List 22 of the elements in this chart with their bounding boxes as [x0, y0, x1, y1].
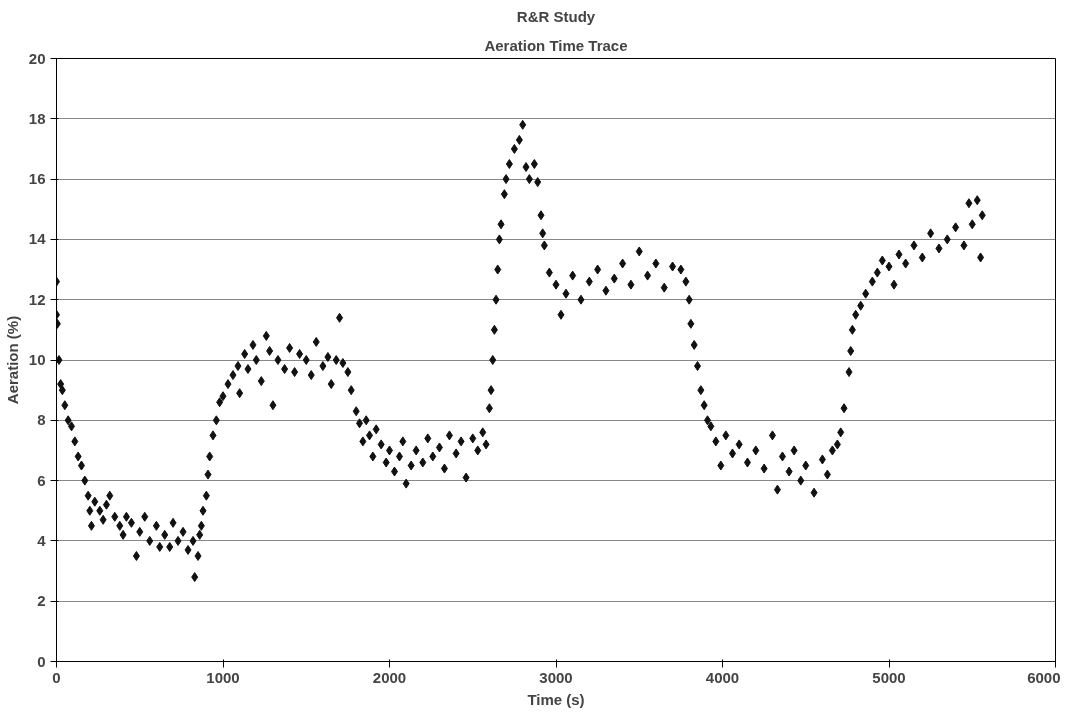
x-tick-label: 4000	[705, 668, 740, 686]
x-axis-title: Time (s)	[527, 690, 585, 708]
chart-title: R&R Study	[516, 7, 596, 25]
x-tick-label: 2000	[372, 668, 407, 686]
y-axis-title: Aeration (%)	[3, 315, 21, 405]
y-tick-label: 4	[37, 531, 47, 549]
y-tick-label: 20	[28, 49, 46, 67]
y-tick-label: 18	[28, 109, 46, 127]
x-tick-label: 6000	[1027, 668, 1061, 686]
y-tick-label: 6	[37, 471, 46, 489]
x-tick-label: 0	[52, 668, 61, 686]
y-tick-label: 8	[37, 411, 46, 429]
chart-subtitle: Aeration Time Trace	[484, 36, 628, 54]
y-tick-label: 16	[28, 170, 46, 188]
x-tick-label: 1000	[206, 668, 240, 686]
y-tick-label: 10	[28, 351, 46, 368]
x-tick-label: 5000	[872, 668, 906, 686]
y-tick-label: 14	[28, 230, 47, 248]
y-tick-label: 0	[37, 652, 46, 670]
y-tick-label: 12	[28, 290, 46, 308]
x-tick-label: 3000	[539, 668, 573, 686]
y-tick-label: 2	[37, 592, 46, 610]
